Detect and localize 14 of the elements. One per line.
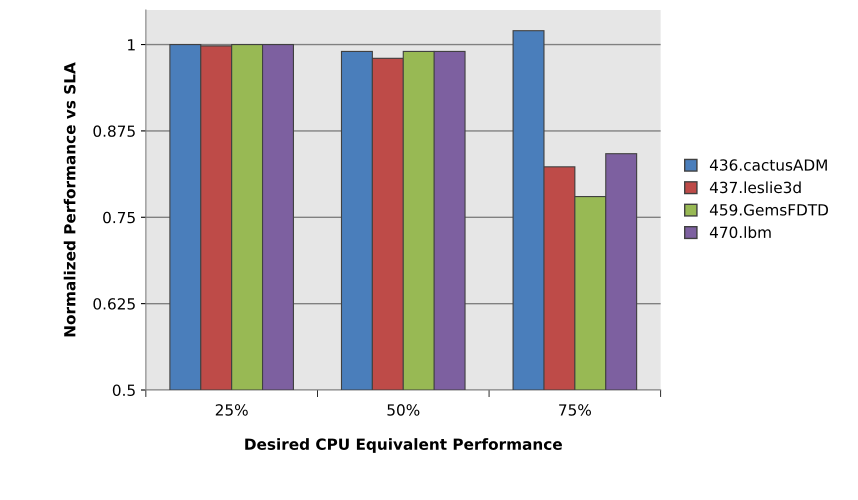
x-tick-label: 75% xyxy=(559,404,591,416)
y-tick-label: 1 xyxy=(128,39,135,50)
y-tick-label: 0.875 xyxy=(93,125,135,137)
x-tick-label: 50% xyxy=(387,404,420,416)
legend-label: 459.GemsFDTD xyxy=(710,204,828,216)
legend-label: 436.cactusADM xyxy=(710,159,827,171)
legend-label: 437.leslie3d xyxy=(710,181,801,194)
y-tick-label: 0.625 xyxy=(93,298,135,310)
legend-label: 470.lbm xyxy=(710,226,771,238)
x-tick-label: 25% xyxy=(216,404,248,416)
y-tick-label: 0.5 xyxy=(112,384,135,396)
x-axis-title: Desired CPU Equivalent Performance xyxy=(245,438,562,453)
y-axis-title: Normalized Performance vs SLA xyxy=(64,62,76,336)
y-tick-label: 0.75 xyxy=(103,212,135,224)
